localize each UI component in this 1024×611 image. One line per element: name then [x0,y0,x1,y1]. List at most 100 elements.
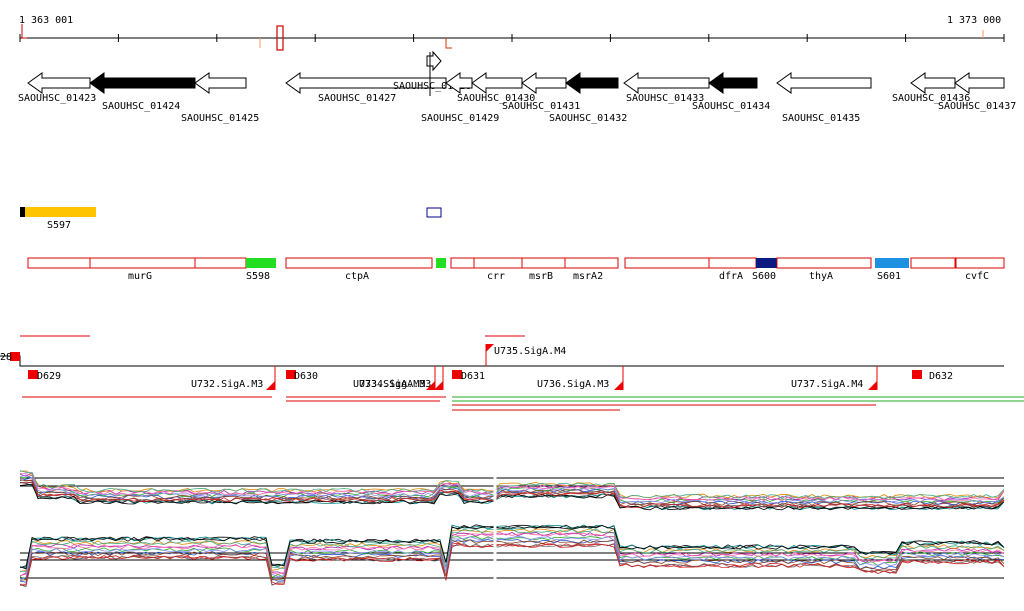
promoter-track: 28 D629 U732.SigA.M3 D630 U733.SigA.M3U734.S… [0,335,1024,411]
ruler-start-label: 1 363 001 [19,15,73,26]
gene-label: SAOUHSC_01430 [457,93,535,104]
ruler-ticks [19,34,1005,42]
segment-box[interactable] [521,257,566,269]
segment-label: thyA [809,271,833,282]
promoter-label: D630 [294,371,318,382]
expression-trace [19,539,1005,581]
expression-trace [19,474,1005,504]
segment-label: msrA2 [573,271,603,282]
gene-label: SAOUHSC_01431 [502,101,580,112]
gene-arrow[interactable] [521,72,567,94]
region-s597-label: S597 [47,220,71,231]
gene-label: SAOUHSC_01432 [549,113,627,124]
promoter-marker[interactable] [486,344,494,352]
expression-trace [19,474,1005,504]
segment-box[interactable] [955,257,1005,269]
position-ruler: 1 363 001 1 373 000 [19,15,1005,51]
promoter-marker[interactable] [452,370,462,379]
ruler-current-window[interactable] [276,25,284,51]
segment-box[interactable] [875,258,909,268]
segment-box[interactable] [756,258,777,268]
segment-box[interactable] [194,257,247,269]
promoter-marker[interactable] [426,381,435,390]
gene-label: SAOUHSC_01429 [421,113,499,124]
promoter-label: U735.SigA.M4 [494,346,566,357]
gene-arrow[interactable] [565,72,619,94]
expression-trace [19,481,1005,509]
segment-box[interactable] [285,257,433,269]
segment-box[interactable] [624,257,710,269]
segment-box[interactable] [776,257,872,269]
segment-label: S598 [246,271,270,282]
gene-arrow[interactable] [27,72,91,94]
segment-box[interactable] [708,257,757,269]
expression-trace [19,543,1005,585]
gene-arrow[interactable] [954,72,1005,94]
promoter-label: U737.SigA.M4 [791,379,863,390]
gene-label: SAOUHSC_01435 [782,113,860,124]
promoter-label: U733.SigA.M3 [353,379,425,390]
segment-label: S601 [877,271,901,282]
segment-box[interactable] [564,257,619,269]
segment-box[interactable] [473,257,523,269]
promoter-marker[interactable] [28,370,38,379]
segment-box[interactable] [910,257,956,269]
promoter-marker[interactable] [266,381,275,390]
expression-trace [19,479,1005,506]
segment-box[interactable] [89,257,196,269]
promoter-marker[interactable] [868,381,877,390]
expression-trace [19,531,1005,577]
gene-arrow[interactable] [89,72,196,94]
segment-track: murG S598 ctpA crr msrB msrA2 dfrA S600 thyA S601… [27,257,1005,282]
promoter-marker[interactable] [912,370,922,379]
gene-arrow[interactable] [708,72,758,94]
ruler-start-marker [21,24,27,39]
promoter-label: U734.SigA.M3 [359,379,431,390]
promoter-marker[interactable] [614,381,623,390]
gene-arrow[interactable] [910,72,956,94]
expression-trace [19,470,1005,499]
promoter-label: D629 [37,371,61,382]
gene-label: SAOUHSC_01428 [393,81,471,92]
expression-traces-upper [19,470,1005,511]
segment-label: murG [128,271,152,282]
promoter-marker[interactable] [286,370,296,379]
promoter-marker[interactable] [434,381,443,390]
region-outline-box[interactable] [426,207,442,218]
expression-trace [20,473,1005,502]
gene-label: SAOUHSC_01427 [318,93,396,104]
segment-label: ctpA [345,271,369,282]
segment-box[interactable] [27,257,91,269]
region-s597-start [20,207,25,217]
expression-profiles [19,470,1005,590]
promoter-label: 28 [0,352,12,363]
segment-box[interactable] [450,257,475,269]
segment-box[interactable] [246,258,276,268]
gene-arrow[interactable] [471,72,523,94]
gene-arrow[interactable] [776,72,872,94]
gene-label: SAOUHSC_01425 [181,113,259,124]
gene-arrow[interactable] [194,72,247,94]
ruler-end-label: 1 373 000 [947,15,1001,26]
gene-label: SAOUHSC_01436 [892,93,970,104]
promoter-label: D632 [929,371,953,382]
gene-arrow[interactable] [623,72,710,94]
gene-label: SAOUHSC_01423 [18,93,96,104]
segment-label: msrB [529,271,553,282]
promoter-label: U732.SigA.M3 [191,379,263,390]
gene-arrow[interactable] [426,50,442,72]
gene-label: SAOUHSC_01424 [102,101,180,112]
region-s597[interactable] [25,207,96,217]
expression-trace [19,539,1005,583]
expression-trace [19,525,1005,570]
expression-trace [19,528,1005,573]
segment-box[interactable] [436,258,446,268]
gene-label: SAOUHSC_01434 [692,101,770,112]
expression-trace [19,483,1005,511]
region-track: S597 [20,207,442,231]
expression-trace [19,535,1005,581]
segment-label: S600 [752,271,776,282]
promoter-marker[interactable] [10,352,20,361]
